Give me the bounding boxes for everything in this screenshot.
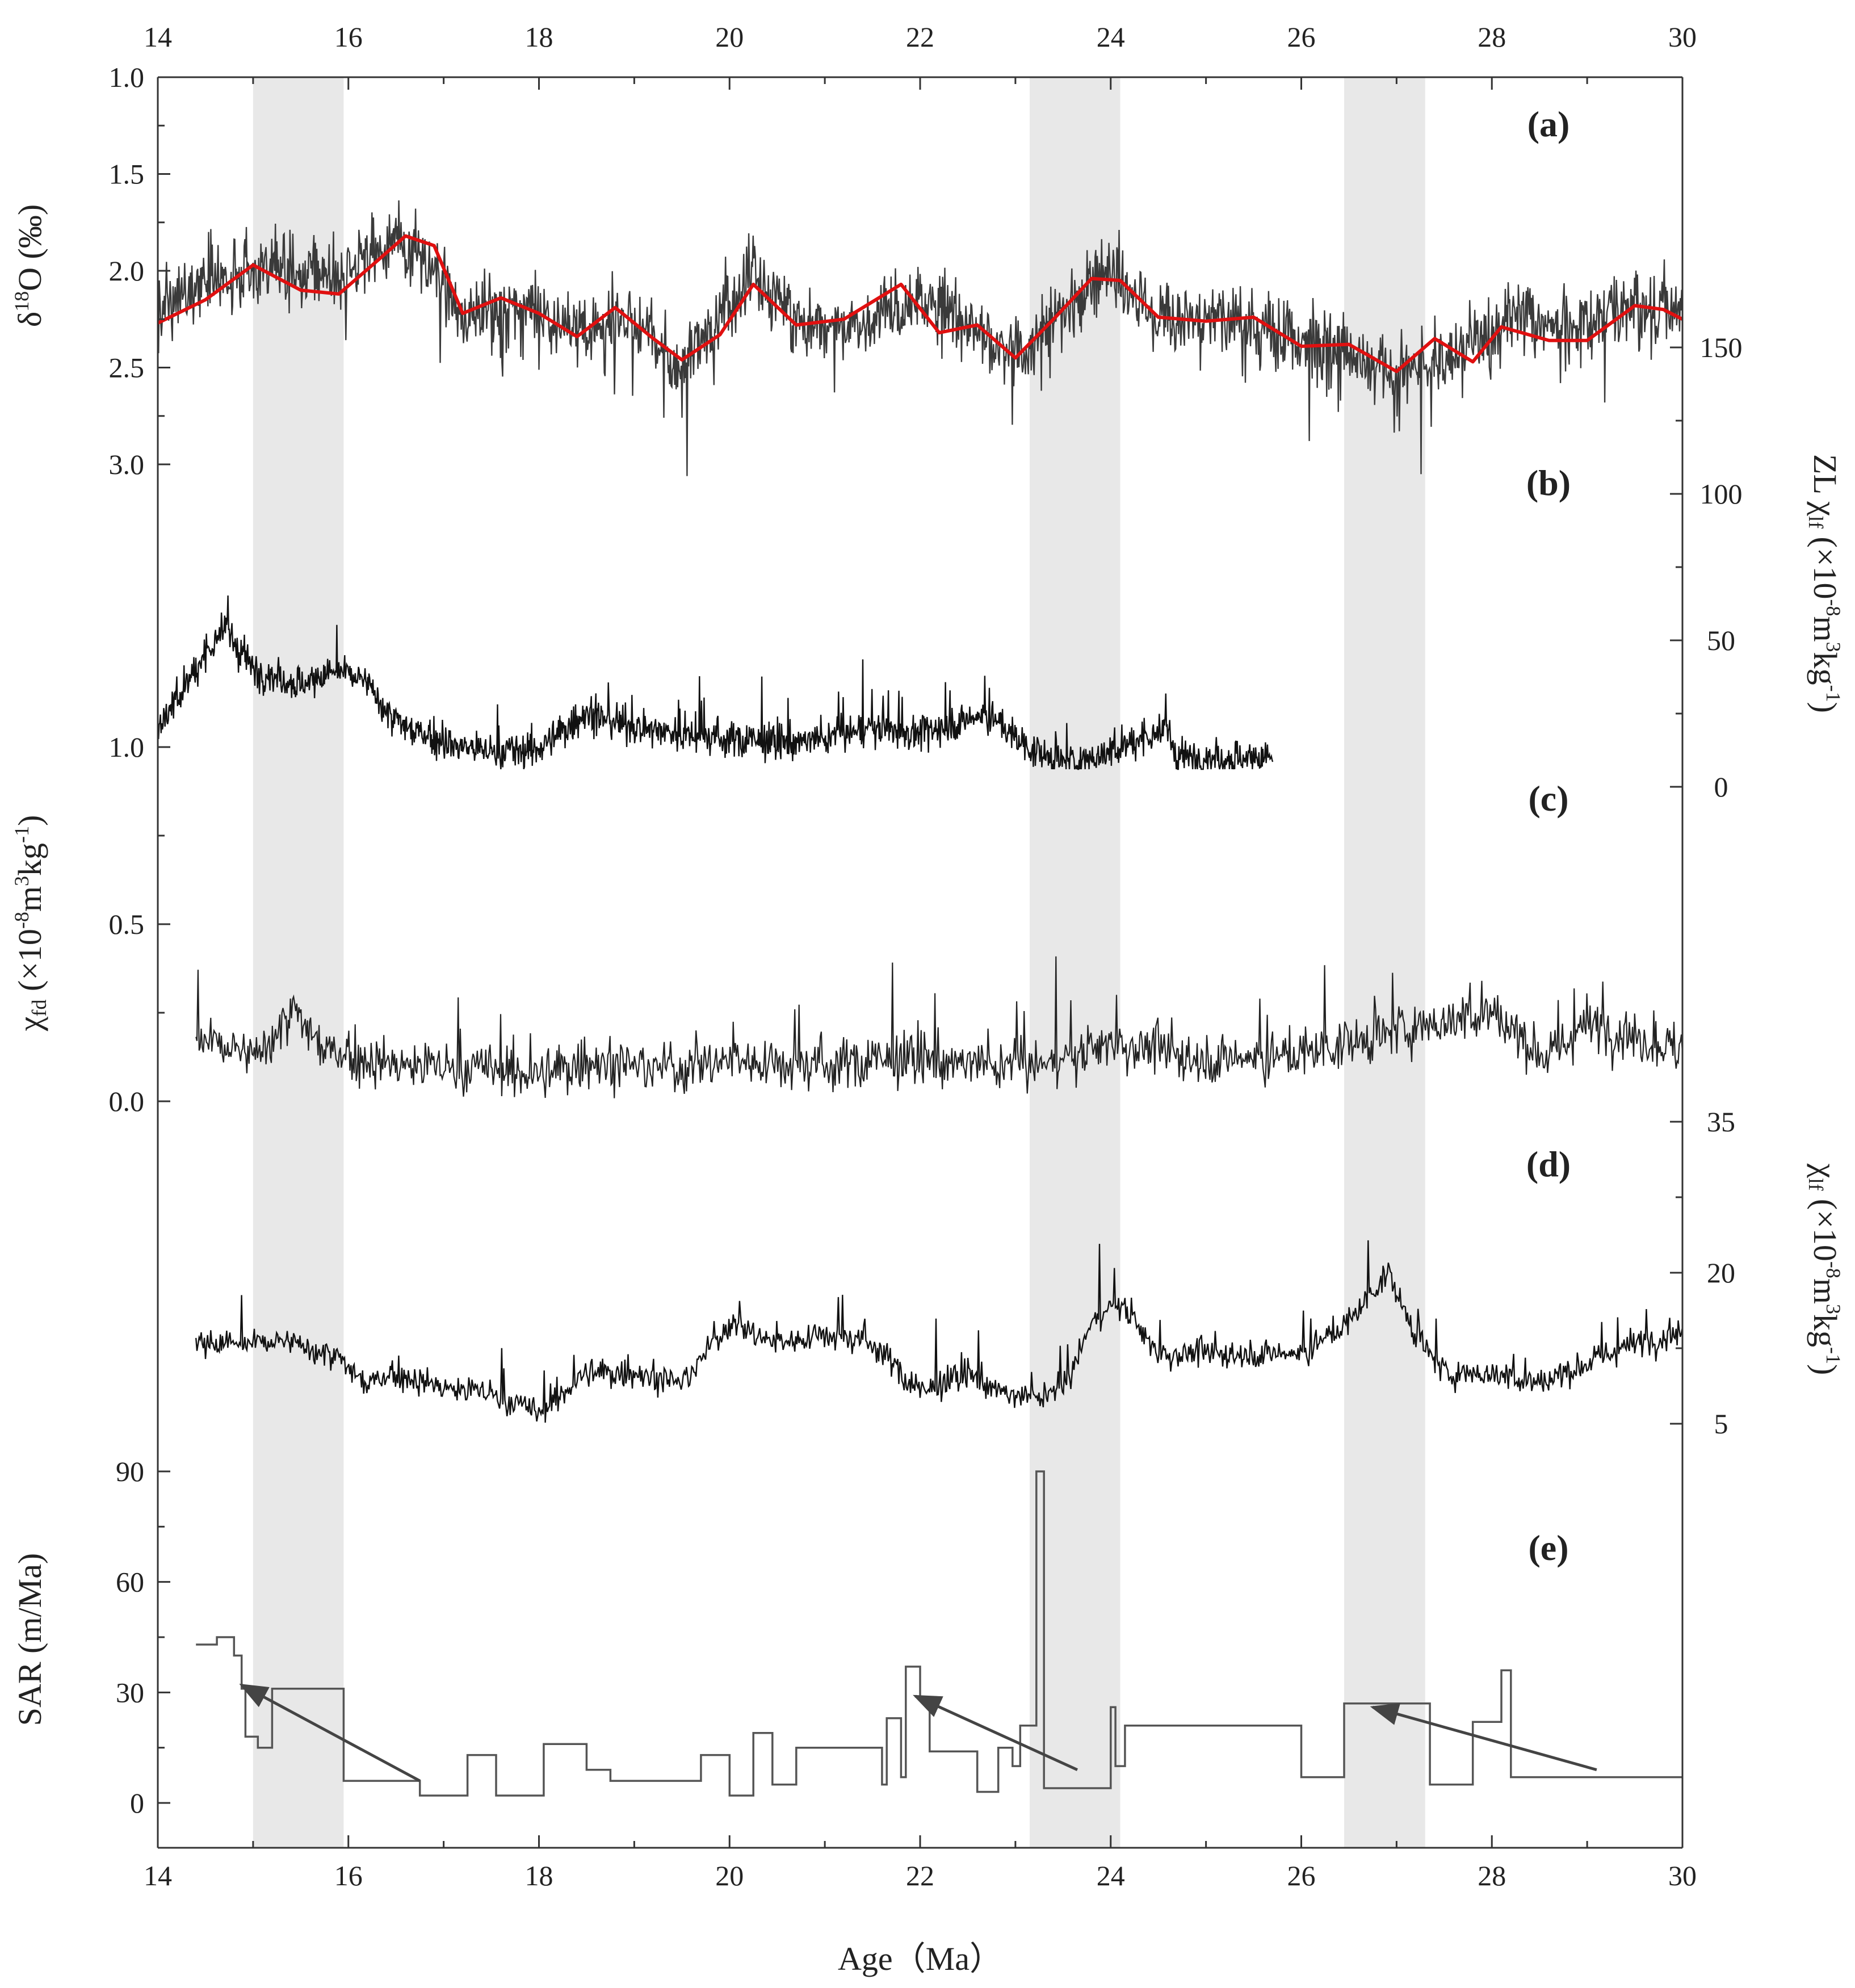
y-axis-title-c: χfd (×10-8m3kg-1) bbox=[10, 815, 51, 1032]
series-b-record bbox=[157, 595, 1274, 770]
x-tick-label-top-26: 26 bbox=[1287, 21, 1316, 53]
x-tick-label-top-14: 14 bbox=[144, 21, 172, 53]
x-tick-label-bottom-28: 28 bbox=[1478, 1860, 1506, 1891]
panel-label-e: (e) bbox=[1528, 1528, 1568, 1568]
x-axis-title: Age（Ma） bbox=[838, 1940, 1002, 1977]
x-tick-label-bottom-22: 22 bbox=[906, 1860, 934, 1891]
panel-label-b: (b) bbox=[1526, 463, 1571, 503]
series-d-record bbox=[195, 1240, 1684, 1423]
panel-label-a: (a) bbox=[1527, 104, 1570, 144]
y-axis-title-a: δ18O (‰) bbox=[10, 204, 48, 327]
y-tick-label-d-20: 20 bbox=[1707, 1257, 1735, 1289]
y-tick-label-c-0.5: 0.5 bbox=[109, 908, 145, 940]
y-axis-title-e: SAR (m/Ma) bbox=[11, 1553, 48, 1726]
chart-series bbox=[157, 200, 1684, 1797]
y-axis-title-b: ZL χlf (×10-8m3kg-1) bbox=[1804, 454, 1845, 713]
y-tick-label-d-35: 35 bbox=[1707, 1106, 1735, 1138]
x-tick-label-bottom-18: 18 bbox=[525, 1860, 553, 1891]
x-tick-label-top-20: 20 bbox=[715, 21, 744, 53]
y-tick-label-a-2.5: 2.5 bbox=[109, 352, 145, 384]
shaded-interval-1 bbox=[253, 77, 344, 1848]
series-e-sar bbox=[196, 1470, 1682, 1797]
y-tick-label-c-1.0: 1.0 bbox=[109, 731, 145, 763]
x-tick-label-top-30: 30 bbox=[1668, 21, 1697, 53]
shaded-interval-3 bbox=[1344, 77, 1425, 1848]
series-a-smooth bbox=[157, 234, 1684, 374]
x-tick-label-top-16: 16 bbox=[334, 21, 363, 53]
y-tick-label-b-150: 150 bbox=[1700, 332, 1743, 363]
x-tick-label-bottom-24: 24 bbox=[1097, 1860, 1125, 1891]
chart-axes bbox=[157, 76, 1684, 1849]
panel-label-d: (d) bbox=[1526, 1144, 1571, 1184]
y-tick-label-a-1.0: 1.0 bbox=[109, 61, 145, 93]
y-tick-label-a-1.5: 1.5 bbox=[109, 158, 145, 190]
x-tick-label-top-24: 24 bbox=[1097, 21, 1125, 53]
x-tick-label-bottom-16: 16 bbox=[334, 1860, 363, 1891]
y-tick-label-c-0.0: 0.0 bbox=[109, 1085, 145, 1117]
y-tick-label-e-30: 30 bbox=[116, 1676, 144, 1708]
y-tick-label-a-3.0: 3.0 bbox=[109, 448, 145, 480]
trend-arrow-3 bbox=[1370, 1703, 1597, 1772]
x-tick-label-bottom-20: 20 bbox=[715, 1860, 744, 1891]
shaded-intervals bbox=[253, 77, 1425, 1848]
y-tick-label-b-50: 50 bbox=[1707, 624, 1735, 656]
y-tick-label-d-5: 5 bbox=[1714, 1408, 1728, 1440]
x-tick-label-top-28: 28 bbox=[1478, 21, 1506, 53]
series-c-record bbox=[195, 956, 1684, 1098]
x-tick-label-bottom-30: 30 bbox=[1668, 1860, 1697, 1891]
series-a-record bbox=[157, 200, 1684, 476]
y-tick-label-e-90: 90 bbox=[116, 1456, 144, 1487]
x-tick-label-top-18: 18 bbox=[525, 21, 553, 53]
x-tick-label-bottom-14: 14 bbox=[144, 1860, 172, 1891]
chart-text: 14 14 16 16 18 18 20 20 22 22 24 24 26 26 28 28 30 30 Age（… bbox=[10, 21, 1844, 1977]
trend-arrow-2 bbox=[913, 1695, 1078, 1771]
x-tick-label-bottom-26: 26 bbox=[1287, 1860, 1316, 1891]
y-tick-label-e-0: 0 bbox=[130, 1787, 144, 1819]
y-tick-label-a-2.0: 2.0 bbox=[109, 255, 145, 287]
trend-arrow-1 bbox=[239, 1683, 421, 1783]
panel-label-c: (c) bbox=[1528, 778, 1568, 819]
y-tick-label-b-0: 0 bbox=[1714, 771, 1728, 803]
y-tick-label-b-100: 100 bbox=[1700, 478, 1743, 510]
chart-annotations bbox=[239, 1683, 1597, 1783]
y-tick-label-e-60: 60 bbox=[116, 1566, 144, 1598]
y-axis-title-d: χlf (×10-8m3kg-1) bbox=[1804, 1163, 1845, 1375]
x-tick-label-top-22: 22 bbox=[906, 21, 934, 53]
